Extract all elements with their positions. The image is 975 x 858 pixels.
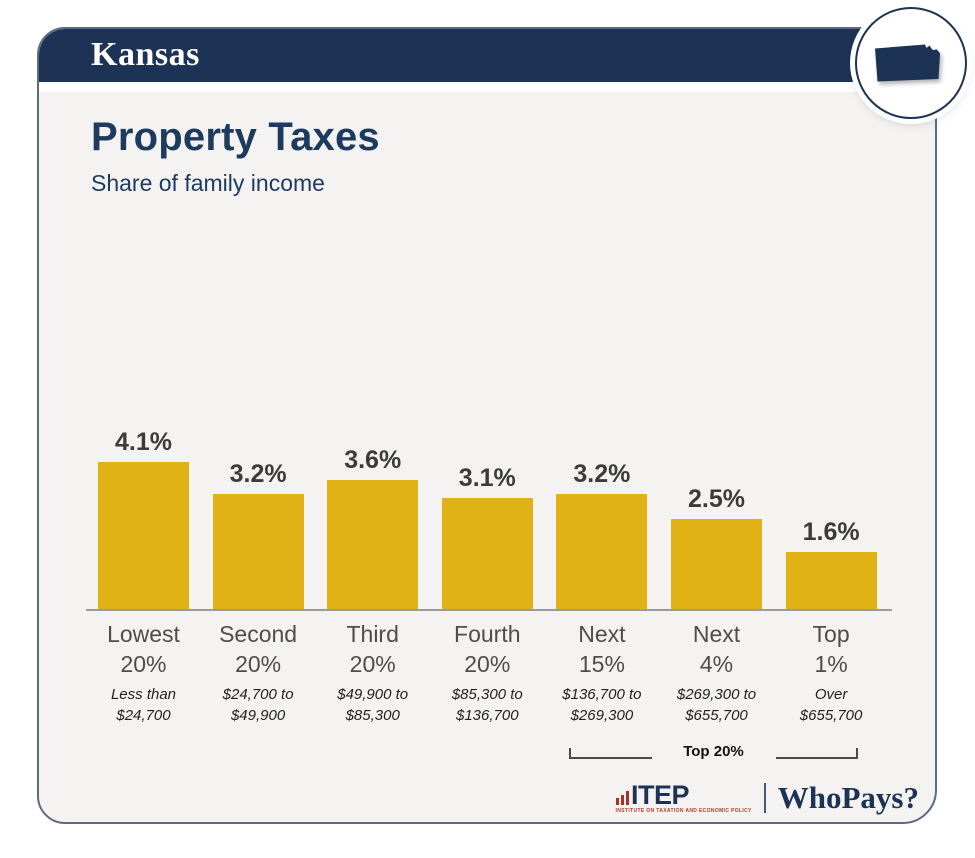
bar-value-label: 3.2% — [573, 460, 631, 489]
x-tick-label: Fourth 20% — [454, 621, 521, 677]
income-range-label: Less than $24,700 — [110, 686, 177, 724]
bar-value-label: 1.6% — [802, 517, 860, 546]
bracket-right-line — [775, 757, 858, 759]
bracket-left-line — [569, 757, 652, 759]
bracket-label: Top 20% — [683, 743, 744, 760]
itep-tagline: INSTITUTE ON TAXATION AND ECONOMIC POLIC… — [615, 807, 752, 814]
whopays-wordmark: WhoPays? — [777, 780, 919, 815]
x-tick-label: Third 20% — [346, 621, 399, 677]
x-tick-label: Next 15% — [578, 621, 626, 677]
bar-next-15- — [556, 494, 648, 609]
x-tick-label: Top 1% — [812, 621, 850, 677]
bar-second-20- — [212, 494, 304, 609]
income-range-label: $24,700 to $49,900 — [222, 686, 294, 724]
bar-top-1- — [785, 551, 877, 609]
itep-logo-top: ITEP — [615, 779, 690, 810]
x-axis-line — [86, 609, 892, 611]
kansas-state-icon — [875, 44, 940, 82]
plot-area: 4.1% 3.2% 3.6% 3.1% 3.2% 2.5% 1.6% — [86, 428, 892, 609]
itep-bars-icon — [615, 790, 630, 807]
header-divider — [39, 82, 935, 92]
bracket-right-tick — [856, 748, 858, 759]
income-range-label: Over $655,700 — [799, 686, 863, 724]
bar-next-4- — [671, 519, 762, 609]
top20-bracket: Top 20% — [569, 743, 858, 760]
income-range-label: $49,900 to $85,300 — [337, 686, 409, 724]
x-tick-label: Lowest 20% — [107, 621, 180, 677]
state-shape-badge — [855, 7, 967, 119]
bar-value-label: 4.1% — [115, 428, 172, 456]
bar-lowest-20- — [98, 462, 189, 609]
x-tick-label: Second 20% — [219, 621, 298, 677]
income-range-label: $136,700 to $269,300 — [562, 686, 642, 724]
state-name: Kansas — [91, 36, 200, 73]
footer-logos: ITEP INSTITUTE ON TAXATION AND ECONOMIC … — [615, 779, 919, 816]
bar-value-label: 2.5% — [688, 485, 745, 514]
x-axis-labels: Lowest 20% Less than $24,700 Second 20% $24,70… — [86, 619, 892, 759]
bar-value-label: 3.2% — [229, 460, 287, 489]
x-tick-label: Next 4% — [692, 621, 741, 677]
header-band: Kansas — [39, 29, 935, 82]
page-subtitle: Share of family income — [91, 170, 325, 196]
itep-wordmark: ITEP — [631, 779, 690, 810]
bar-value-label: 3.6% — [344, 445, 402, 474]
income-range-label: $269,300 to $655,700 — [676, 686, 757, 724]
bar-fourth-20- — [441, 497, 533, 609]
itep-logo: ITEP INSTITUTE ON TAXATION AND ECONOMIC … — [615, 779, 752, 814]
report-card: Kansas Property Taxes Share of family in… — [37, 27, 937, 824]
page-title: Property Taxes — [91, 115, 380, 159]
bracket-left-tick — [569, 748, 571, 759]
logo-divider — [763, 783, 766, 813]
bar-third-20- — [327, 479, 419, 609]
bar-value-label: 3.1% — [458, 463, 516, 492]
income-range-label: $85,300 to $136,700 — [451, 686, 523, 724]
